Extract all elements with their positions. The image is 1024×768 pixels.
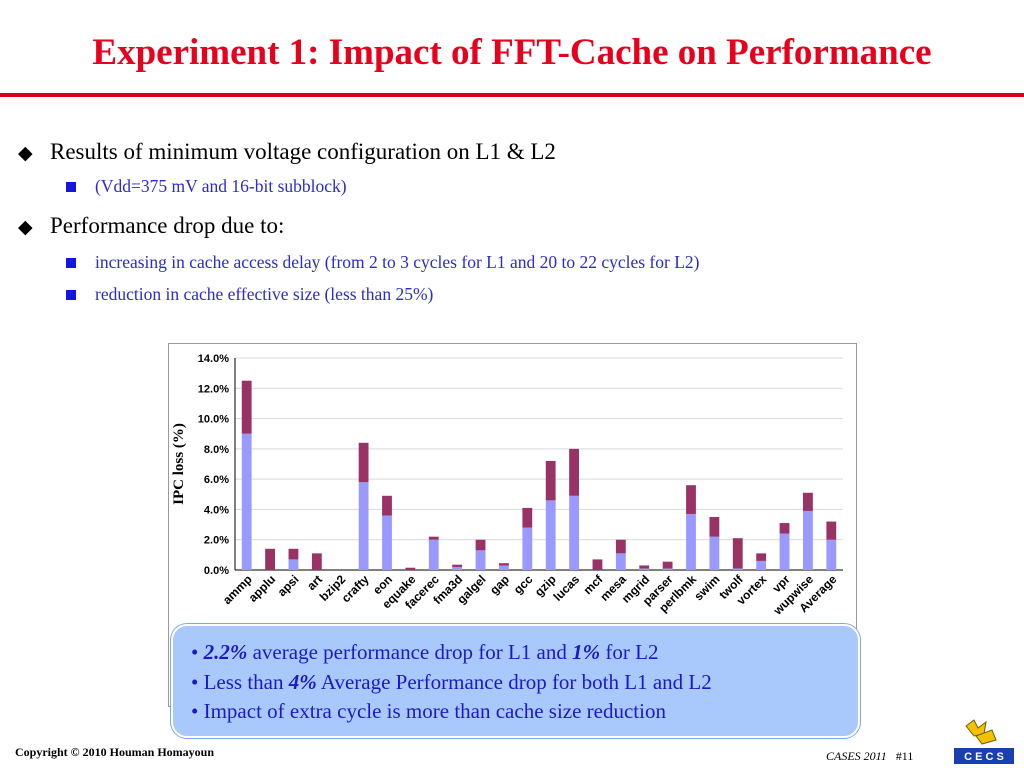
callout-value: 4% — [288, 669, 317, 694]
bar-segment — [569, 448, 579, 496]
diamond-bullet-icon: ◆ — [18, 143, 33, 164]
y-tick-label: 6.0% — [204, 474, 229, 486]
callout-text: average performance drop for L1 and — [247, 640, 573, 664]
bar-segment — [265, 548, 275, 570]
square-bullet-icon — [66, 182, 76, 192]
x-tick-label: applu — [246, 572, 279, 605]
summary-callout: • 2.2% average performance drop for L1 a… — [171, 624, 860, 738]
bar-segment — [615, 539, 626, 554]
x-tick-label: gcc — [511, 572, 536, 597]
bar-segment — [779, 523, 790, 534]
bar-segment — [639, 565, 650, 569]
bar-segment — [826, 521, 837, 540]
callout-line-1: • 2.2% average performance drop for L1 a… — [191, 640, 659, 664]
bar-segment — [709, 536, 720, 570]
callout-line-2: • Less than 4% Average Performance drop … — [191, 669, 712, 694]
bar-segment — [452, 564, 463, 567]
bar-segment — [639, 568, 650, 570]
square-bullet-icon — [66, 290, 76, 300]
y-tick-label: 10.0% — [198, 414, 229, 426]
y-axis-label: IPC loss (%) — [171, 423, 187, 505]
bar-segment — [686, 513, 696, 570]
bullet-level1: Results of minimum voltage configuration… — [50, 139, 556, 164]
bar-segment — [475, 539, 486, 551]
bar-segment — [569, 495, 579, 570]
bar-segment — [779, 533, 790, 570]
y-tick-label: 2.0% — [204, 535, 229, 547]
y-tick-label: 8.0% — [204, 444, 229, 456]
bar-segment — [405, 567, 416, 570]
bar-segment — [241, 380, 252, 434]
page-number: #11 — [895, 749, 914, 763]
y-tick-label: 0.0% — [204, 565, 229, 577]
bar-segment — [428, 536, 439, 540]
y-tick-label: 14.0% — [198, 353, 229, 365]
diamond-bullet-icon: ◆ — [18, 217, 33, 238]
y-tick-label: 12.0% — [198, 383, 229, 395]
copyright-text: Copyright © 2010 Houman Homayoun — [15, 745, 214, 759]
bar-segment — [288, 548, 299, 560]
bullet-level2: (Vdd=375 mV and 16-bit subblock) — [95, 176, 347, 196]
slide-title: Experiment 1: Impact of FFT-Cache on Per… — [92, 32, 932, 73]
x-tick-label: swim — [691, 572, 722, 603]
bullet-level2: reduction in cache effective size (less … — [95, 284, 434, 304]
x-tick-label: gap — [487, 572, 512, 597]
bar-segment — [358, 442, 369, 483]
venue-text: CASES 2011 — [826, 749, 887, 763]
bar-segment — [592, 559, 603, 570]
cecs-logo: C E C S — [954, 719, 1014, 764]
bar-segment — [709, 517, 720, 537]
callout-text: Impact of extra cycle is more than cache… — [203, 699, 666, 723]
ipc-loss-chart: 0.0% 2.0% 4.0% 6.0% 8.0% 10.0% 12.0% 14.0% IPC l… — [171, 353, 843, 618]
callout-value: 2.2% — [203, 640, 248, 664]
bar-segment — [241, 433, 252, 570]
x-tick-label: lucas — [551, 572, 583, 604]
bar-segment — [358, 482, 369, 570]
callout-line-3: • Impact of extra cycle is more than cac… — [191, 699, 666, 723]
bar-segment — [756, 560, 767, 570]
bar-segment — [803, 510, 813, 570]
bar-segment — [826, 539, 837, 570]
bar-segment — [522, 507, 533, 528]
callout-text: Average Performance drop for both L1 and… — [316, 669, 712, 694]
bar-segment — [662, 568, 673, 570]
slide-footer-venue: CASES 2011 #11 — [826, 749, 913, 764]
bar-segment — [803, 492, 813, 511]
bar-segment — [311, 553, 322, 570]
bar-segment — [686, 485, 696, 514]
bullet-level1: Performance drop due to: — [50, 213, 285, 238]
title-divider — [0, 93, 1024, 97]
bar-segment — [615, 553, 626, 570]
bar-segment — [382, 495, 392, 516]
bar-segment — [732, 568, 743, 570]
y-tick-label: 4.0% — [204, 504, 229, 516]
bar-segment — [382, 515, 392, 570]
x-tick-label: apsi — [275, 572, 302, 599]
logo-text: C E C S — [964, 751, 1004, 763]
square-bullet-icon — [66, 258, 76, 268]
callout-text: for L2 — [600, 640, 659, 664]
x-tick-label: crafty — [339, 572, 372, 605]
bar-segment — [452, 566, 463, 570]
bar-segment — [428, 539, 439, 570]
bar-segment — [732, 538, 743, 569]
bar-segment — [662, 561, 673, 569]
callout-text: Less than — [203, 669, 289, 694]
bar-segment — [475, 550, 486, 570]
bullet-level2: increasing in cache access delay (from 2… — [95, 252, 700, 272]
callout-value: 1% — [572, 640, 601, 664]
bar-segment — [522, 527, 533, 570]
bar-segment — [499, 563, 509, 566]
bar-segment — [288, 559, 299, 570]
bar-segment — [545, 460, 556, 501]
bar-segment — [545, 500, 556, 570]
bar-segment — [756, 553, 767, 561]
bar-segment — [499, 565, 509, 570]
